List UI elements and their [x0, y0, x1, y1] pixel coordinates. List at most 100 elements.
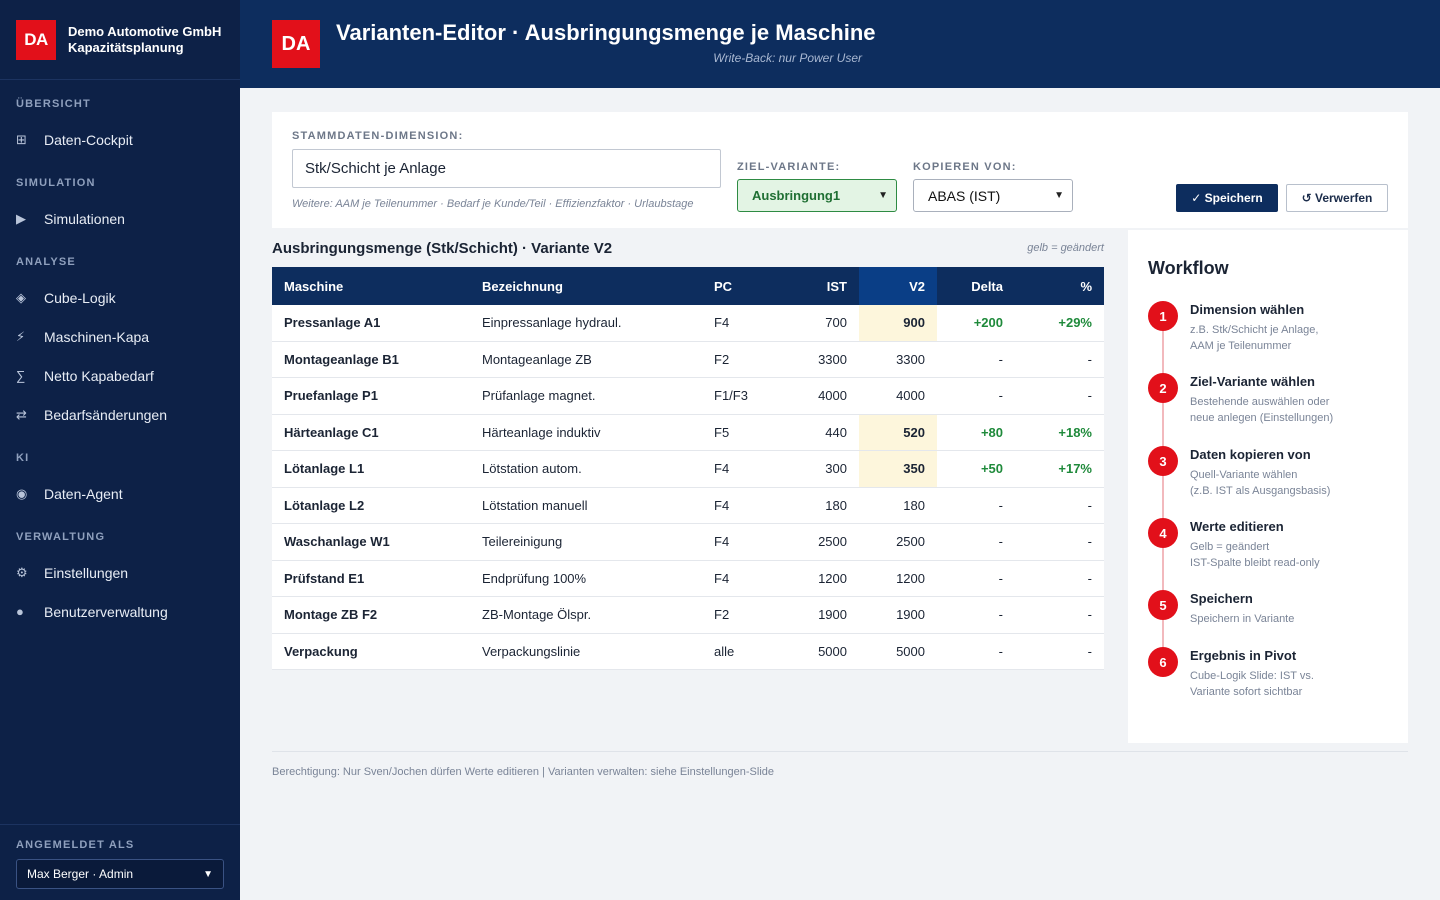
nav-item-icon: ⇄: [16, 406, 27, 422]
cell-v2-editable[interactable]: 5000: [896, 643, 925, 659]
cell-bezeichnung: Lötstation autom.: [482, 461, 582, 477]
copy-from-select[interactable]: ABAS (IST) ▼: [913, 179, 1073, 212]
sidebar-item-einstellungen[interactable]: ⚙ Einstellungen: [0, 553, 240, 592]
col-pc[interactable]: PC: [714, 278, 733, 294]
chevron-down-icon: ▼: [203, 868, 213, 880]
nav-item-label: Einstellungen: [44, 564, 129, 581]
nav-section-title: SIMULATION: [16, 177, 96, 189]
cell-v2-editable[interactable]: 3300: [896, 351, 925, 367]
cell-maschine: Montageanlage B1: [284, 351, 399, 367]
cell-percent: -: [1087, 643, 1092, 659]
cell-ist: 1200: [818, 570, 847, 586]
step-number-badge: 4: [1148, 518, 1178, 548]
step-desc-line: AAM je Teilenummer: [1190, 340, 1292, 352]
col-delta[interactable]: Delta: [971, 278, 1003, 294]
sidebar-footer: ANGEMELDET ALS Max Berger · Admin ▼: [0, 824, 240, 900]
nav-item-label: Maschinen-Kapa: [44, 328, 150, 345]
dimension-value: Stk/Schicht je Anlage: [305, 160, 446, 177]
col-bezeichnung[interactable]: Bezeichnung: [482, 278, 563, 294]
cell-v2-editable[interactable]: 180: [903, 497, 925, 513]
cell-v2-editable[interactable]: 900: [859, 305, 937, 341]
cell-bezeichnung: Montageanlage ZB: [482, 351, 592, 367]
sidebar-item-daten-cockpit[interactable]: ⊞ Daten-Cockpit: [0, 120, 240, 159]
discard-button[interactable]: ↺ Verwerfen: [1286, 184, 1388, 212]
step-connector: [1162, 620, 1164, 647]
dimension-hint: Weitere: AAM je Teilenummer · Bedarf je …: [292, 198, 694, 210]
cell-v2-editable[interactable]: 2500: [896, 534, 925, 550]
table-header: Maschine Bezeichnung PC IST V2 Delta %: [272, 267, 1104, 305]
controls-card: STAMMDATEN-DIMENSION: Stk/Schicht je Anl…: [272, 112, 1408, 228]
col-v2[interactable]: V2: [859, 267, 937, 305]
step-number-badge: 3: [1148, 446, 1178, 476]
cell-bezeichnung: Einpressanlage hydraul.: [482, 315, 622, 331]
nav-item-icon: ●: [16, 604, 24, 619]
table-row: Prüfstand E1 Endprüfung 100% F4 1200 1200 - -: [272, 560, 1104, 597]
cell-maschine: Pruefanlage P1: [284, 388, 378, 404]
table-row: Montage ZB F2 ZB-Montage Ölspr. F2 1900 1900…: [272, 597, 1104, 634]
sidebar-item-maschinen-kapa[interactable]: ⚡ Maschinen-Kapa: [0, 317, 240, 356]
col-maschine[interactable]: Maschine: [284, 278, 344, 294]
col-ist[interactable]: IST: [826, 278, 847, 294]
user-select[interactable]: Max Berger · Admin ▼: [16, 859, 224, 889]
nav-item-icon: ⊞: [16, 131, 27, 147]
step-desc-line: IST-Spalte bleibt read-only: [1190, 557, 1320, 569]
step-description: Bestehende auswählen oder neue anlegen (E…: [1190, 394, 1390, 426]
logged-in-label: ANGEMELDET ALS: [16, 839, 135, 851]
dimension-input[interactable]: Stk/Schicht je Anlage: [292, 149, 721, 188]
step-description: Quell-Variante wählen (z.B. IST als Ausga…: [1190, 467, 1390, 499]
step-title: Dimension wählen: [1190, 302, 1305, 317]
step-desc-line: neue anlegen (Einstellungen): [1190, 412, 1334, 424]
cell-percent: +18%: [1058, 424, 1092, 440]
nav-item-icon: ⚡: [16, 328, 26, 344]
target-variant-label: ZIEL-VARIANTE:: [737, 161, 841, 173]
dimension-label: STAMMDATEN-DIMENSION:: [292, 130, 464, 142]
step-desc-line: z.B. Stk/Schicht je Anlage,: [1190, 324, 1319, 336]
step-description: Gelb = geändert IST-Spalte bleibt read-on…: [1190, 539, 1390, 571]
cell-ist: 440: [825, 424, 847, 440]
user-select-value: Max Berger · Admin: [27, 867, 134, 881]
cell-percent: -: [1087, 497, 1092, 513]
step-desc-line: Speichern in Variante: [1190, 613, 1295, 625]
nav-item-icon: ⚙: [16, 564, 28, 580]
cell-percent: -: [1087, 351, 1092, 367]
cell-maschine: Lötanlage L2: [284, 497, 365, 513]
step-desc-line: Bestehende auswählen oder: [1190, 396, 1330, 408]
target-variant-select[interactable]: Ausbringung1 ▼: [737, 179, 897, 212]
cell-v2-editable[interactable]: 1900: [896, 607, 925, 623]
col-percent[interactable]: %: [1080, 278, 1092, 294]
cell-bezeichnung: ZB-Montage Ölspr.: [482, 607, 592, 623]
company-logo: DA: [16, 19, 56, 60]
sidebar: DA Demo Automotive GmbH Kapazitätsplanun…: [0, 0, 240, 900]
page-header: DA Varianten-Editor · Ausbringungsmenge …: [240, 0, 1440, 88]
cell-v2-editable[interactable]: 520: [859, 414, 937, 450]
cell-bezeichnung: Lötstation manuell: [482, 497, 588, 513]
cell-maschine: Lötanlage L1: [284, 461, 365, 477]
table-row: Lötanlage L2 Lötstation manuell F4 180 180 - -: [272, 487, 1104, 524]
cell-pc: F4: [714, 315, 730, 331]
sidebar-item-cube-logik[interactable]: ◈ Cube-Logik: [0, 278, 240, 317]
nav-item-icon: ∑: [16, 368, 26, 383]
step-description: Speichern in Variante: [1190, 611, 1390, 627]
sidebar-item-benutzerverwaltung[interactable]: ● Benutzerverwaltung: [0, 592, 240, 631]
step-number-badge: 1: [1148, 301, 1178, 331]
cell-bezeichnung: Prüfanlage magnet.: [482, 388, 596, 404]
cell-pc: F4: [714, 570, 730, 586]
cell-v2-editable[interactable]: 350: [859, 451, 937, 487]
table-row: Lötanlage L1 Lötstation autom. F4 300 350 +50…: [272, 451, 1104, 488]
nav-item-label: Bedarfsänderungen: [44, 406, 167, 423]
cell-ist: 5000: [818, 643, 847, 659]
cell-ist: 700: [825, 315, 847, 331]
sidebar-item-netto-kapabedarf[interactable]: ∑ Netto Kapabedarf: [0, 356, 240, 395]
cell-percent: -: [1087, 607, 1092, 623]
step-desc-line: Variante sofort sichtbar: [1190, 686, 1303, 698]
step-title: Ziel-Variante wählen: [1190, 374, 1315, 389]
cell-v2-editable[interactable]: 4000: [896, 388, 925, 404]
save-button[interactable]: ✓ Speichern: [1176, 184, 1278, 212]
sidebar-item-daten-agent[interactable]: ◉ Daten-Agent: [0, 474, 240, 513]
sidebar-item-simulationen[interactable]: ▶ Simulationen: [0, 199, 240, 238]
cell-delta: -: [998, 607, 1003, 623]
cell-ist: 3300: [818, 351, 847, 367]
nav-section-title: KI: [16, 452, 30, 464]
cell-v2-editable[interactable]: 1200: [896, 570, 925, 586]
sidebar-item-bedarfsänderungen[interactable]: ⇄ Bedarfsänderungen: [0, 395, 240, 434]
